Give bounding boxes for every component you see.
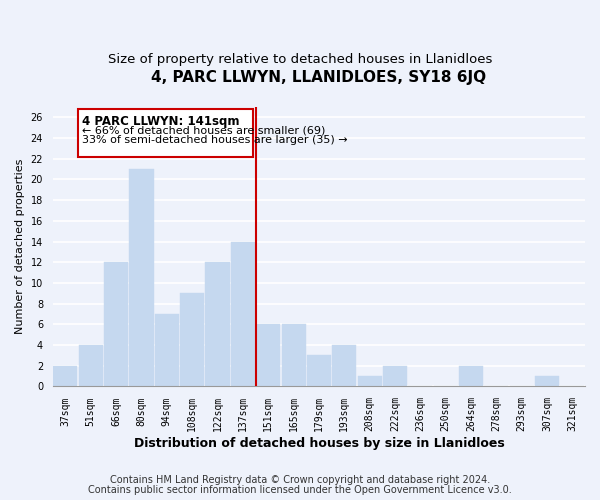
Text: 4 PARC LLWYN: 141sqm: 4 PARC LLWYN: 141sqm — [82, 115, 239, 128]
Text: Size of property relative to detached houses in Llanidloes: Size of property relative to detached ho… — [108, 52, 492, 66]
Bar — [155, 314, 179, 386]
Bar — [180, 294, 204, 386]
Bar — [231, 242, 255, 386]
Bar — [459, 366, 483, 386]
Bar — [332, 345, 356, 387]
Bar — [383, 366, 407, 386]
Bar — [535, 376, 559, 386]
Text: Contains HM Land Registry data © Crown copyright and database right 2024.: Contains HM Land Registry data © Crown c… — [110, 475, 490, 485]
Bar — [130, 169, 154, 386]
Y-axis label: Number of detached properties: Number of detached properties — [15, 159, 25, 334]
Bar — [53, 366, 77, 386]
X-axis label: Distribution of detached houses by size in Llanidloes: Distribution of detached houses by size … — [134, 437, 504, 450]
Text: ← 66% of detached houses are smaller (69): ← 66% of detached houses are smaller (69… — [82, 125, 325, 135]
Bar — [79, 345, 103, 387]
Bar — [256, 324, 280, 386]
Bar — [104, 262, 128, 386]
Bar — [358, 376, 382, 386]
Text: Contains public sector information licensed under the Open Government Licence v3: Contains public sector information licen… — [88, 485, 512, 495]
Bar — [78, 109, 253, 156]
Bar — [307, 356, 331, 386]
Title: 4, PARC LLWYN, LLANIDLOES, SY18 6JQ: 4, PARC LLWYN, LLANIDLOES, SY18 6JQ — [151, 70, 487, 85]
Bar — [205, 262, 230, 386]
Text: 33% of semi-detached houses are larger (35) →: 33% of semi-detached houses are larger (… — [82, 136, 347, 145]
Bar — [281, 324, 305, 386]
